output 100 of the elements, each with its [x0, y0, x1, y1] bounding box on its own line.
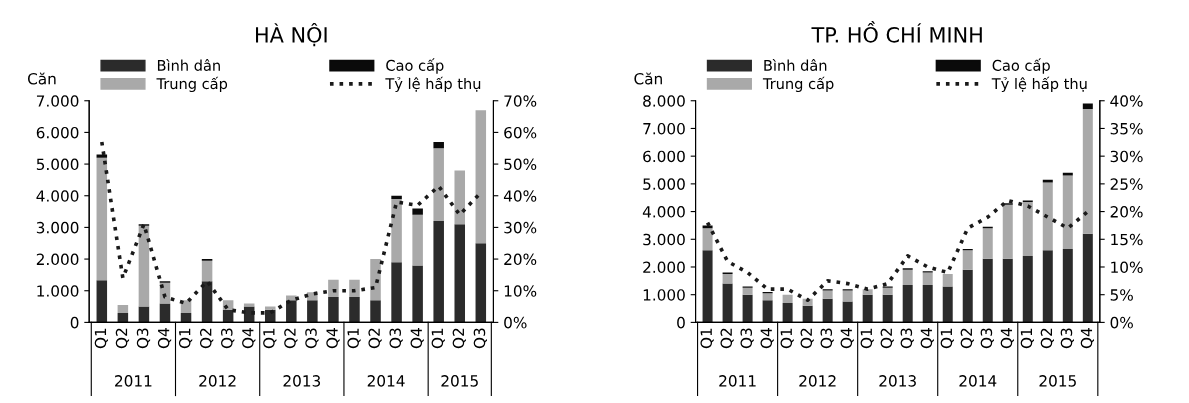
bar: [264, 306, 276, 310]
x-tick-label: Q4: [326, 328, 340, 349]
legend-label: Cao cấp: [386, 58, 444, 74]
bar: [412, 214, 423, 266]
y2-tick-label: 15%: [1111, 233, 1143, 246]
x-tick-label: Q3: [473, 328, 487, 349]
y2-tick-label: 70%: [504, 95, 537, 107]
text: 2013: [879, 375, 916, 387]
x-tick-label: Q1: [347, 328, 361, 349]
bar: [1062, 248, 1073, 323]
bar: [117, 312, 129, 323]
x-tick-label: Q4: [157, 328, 172, 349]
bar: [391, 195, 402, 199]
bar: [454, 224, 466, 323]
bar: [286, 295, 297, 301]
bar: [702, 228, 713, 251]
y-tick-label: 6.000: [643, 150, 685, 163]
x-tick-label: Q4: [760, 328, 774, 349]
y-tick-label: 3.000: [643, 233, 685, 246]
y2-tick-label: 25%: [1110, 178, 1143, 190]
bar: [117, 304, 129, 313]
bar: [1002, 204, 1013, 259]
bar: [328, 297, 339, 323]
x-tick-label: Q4: [1080, 328, 1094, 349]
text: 2012: [799, 375, 836, 387]
y2-tick-label: 60%: [504, 126, 537, 139]
y-tick-label: 1.000: [37, 285, 79, 297]
bar: [1062, 175, 1073, 249]
x-tick-label: Q3: [820, 328, 834, 349]
bar: [370, 259, 381, 301]
legend-label: Bình dân: [157, 59, 220, 71]
x-tick-label: Q2: [1040, 328, 1054, 349]
x-tick-label: Q1: [1020, 328, 1034, 349]
bar: [1042, 182, 1053, 251]
bar: [842, 290, 853, 302]
y2-tick-label: 10%: [504, 285, 537, 297]
bar: [1022, 255, 1033, 323]
x-tick-label: Q1: [178, 328, 193, 349]
y2-tick-label: 30%: [1110, 150, 1143, 163]
y-tick-label: 7.000: [36, 95, 79, 107]
bar: [349, 297, 360, 323]
legend-label: Trung cấp: [156, 76, 228, 92]
y-tick-label: 4.000: [36, 190, 79, 202]
y2-tick-label: 20%: [504, 253, 537, 266]
bar: [328, 279, 339, 298]
y-tick-label: 2.000: [36, 253, 79, 266]
bar: [822, 298, 833, 323]
bar: [138, 306, 150, 323]
y2-tick-label: 40%: [503, 190, 537, 202]
y-tick-label: 7.000: [643, 122, 685, 135]
y-tick-label: 3.000: [36, 221, 79, 234]
legend-label: Tỷ lệ hấp thụ: [385, 76, 481, 92]
bar: [922, 285, 933, 323]
bar: [412, 265, 423, 323]
legend-label: Tỷ lệ hấp thụ: [991, 76, 1087, 92]
x-tick-label: Q4: [1000, 328, 1014, 349]
bar: [782, 303, 793, 323]
bar: [962, 250, 973, 270]
bar: [862, 294, 873, 323]
x-tick-label: Q2: [960, 328, 974, 349]
x-tick-label: Q4: [242, 328, 256, 349]
x-tick-label: Q2: [720, 328, 734, 349]
bar: [264, 309, 276, 323]
bar: [982, 228, 993, 259]
bar: [1022, 201, 1033, 256]
bar: [782, 294, 793, 304]
bar: [180, 312, 192, 323]
bar: [454, 170, 466, 225]
bar: [96, 157, 108, 281]
bar: [762, 293, 773, 301]
x-tick-label: Q2: [115, 328, 130, 349]
bar: [475, 243, 487, 323]
y2-tick-label: 0%: [1110, 316, 1133, 329]
y2-tick-label: 30%: [504, 221, 537, 234]
x-tick-label: Q1: [431, 328, 445, 349]
x-tick-label: Q3: [740, 328, 754, 349]
y-tick-label: 5.000: [36, 158, 79, 171]
x-tick-label: Q3: [980, 328, 994, 349]
bar: [1082, 103, 1093, 110]
text: 2015: [1039, 375, 1076, 387]
x-tick-label: Q3: [136, 328, 151, 349]
x-tick-label: Q2: [452, 328, 466, 349]
y-tick-label: 8.000: [643, 95, 685, 107]
y-tick-label: 0: [677, 316, 685, 329]
x-tick-label: Q1: [860, 328, 874, 349]
text: 2013: [283, 375, 321, 387]
x-tick-label: Q2: [800, 328, 814, 349]
x-tick-label: Q2: [880, 328, 894, 349]
x-tick-label: Q3: [221, 328, 235, 349]
x-tick-label: Q2: [368, 328, 382, 349]
text: 2014: [367, 375, 405, 387]
bar: [822, 290, 833, 299]
bar: [702, 250, 713, 323]
bar: [1002, 258, 1013, 323]
y2-tick-label: 40%: [1110, 95, 1143, 107]
chart-title: HÀ NỘI: [256, 23, 327, 47]
y2-tick-label: 5%: [1110, 289, 1133, 301]
bar: [802, 305, 813, 323]
bar: [243, 303, 255, 307]
bar: [762, 300, 773, 323]
